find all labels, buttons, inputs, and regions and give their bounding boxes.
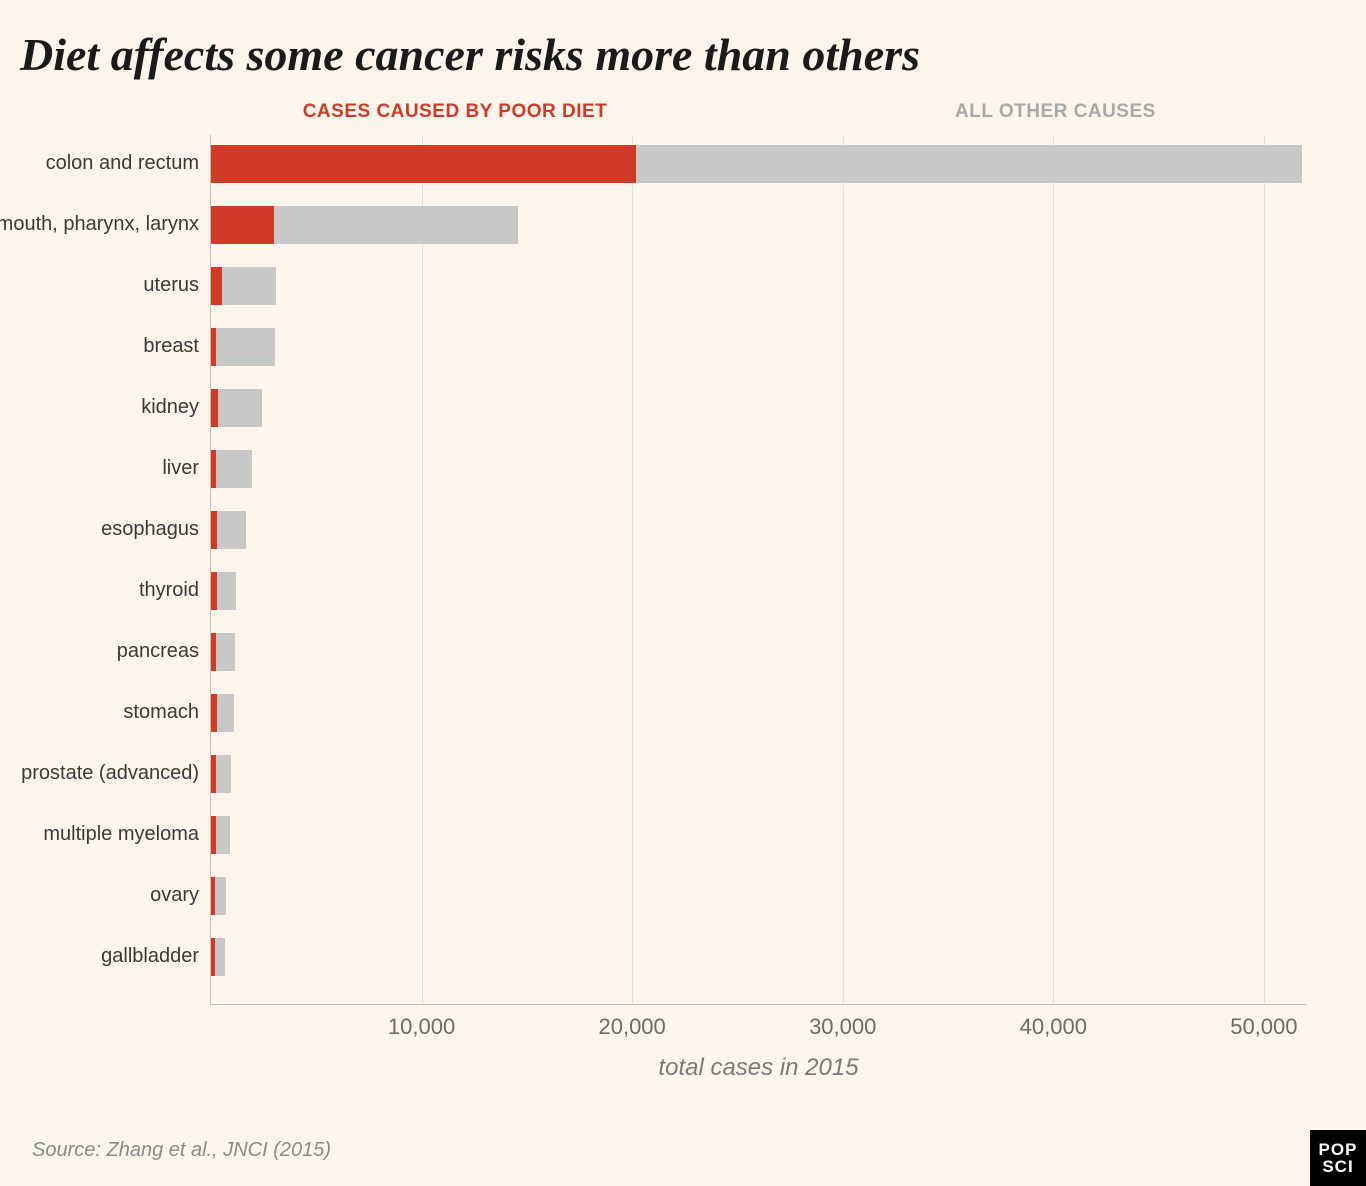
bar-segment-diet <box>211 206 274 244</box>
bar-segment-other <box>216 450 252 488</box>
category-label: multiple myeloma <box>43 823 211 846</box>
bar-segment-other <box>216 816 230 854</box>
bar-segment-other <box>636 145 1301 183</box>
category-label: ovary <box>150 884 211 907</box>
bar-segment-other <box>274 206 518 244</box>
category-label: liver <box>162 457 211 480</box>
bar-segment-diet <box>211 389 218 427</box>
legend: CASES CAUSED BY POOR DIET ALL OTHER CAUS… <box>210 101 1346 123</box>
bar-segment-diet <box>211 267 222 305</box>
x-tick-label: 30,000 <box>809 1004 876 1040</box>
bar-row: kidney <box>211 389 1306 427</box>
bar-row: uterus <box>211 267 1306 305</box>
x-axis-label: total cases in 2015 <box>658 1054 858 1082</box>
category-label: thyroid <box>139 579 211 602</box>
category-label: uterus <box>143 274 211 297</box>
bar-segment-other <box>215 877 226 915</box>
bar-segment-diet <box>211 145 636 183</box>
bar-segment-other <box>215 938 224 976</box>
bar-row: gallbladder <box>211 938 1306 976</box>
gridline <box>1264 135 1265 1004</box>
source-attribution: Source: Zhang et al., JNCI (2015) <box>32 1139 331 1162</box>
bar-segment-other <box>217 572 236 610</box>
bar-segment-other <box>217 511 245 549</box>
bar-row: colon and rectum <box>211 145 1306 183</box>
popsci-logo: POP SCI <box>1310 1130 1366 1186</box>
legend-diet: CASES CAUSED BY POOR DIET <box>265 101 645 123</box>
gridline <box>632 135 633 1004</box>
category-label: pancreas <box>117 640 211 663</box>
gridline <box>843 135 844 1004</box>
gridline <box>1053 135 1054 1004</box>
bar-segment-other <box>222 267 277 305</box>
logo-line2: SCI <box>1322 1158 1353 1175</box>
bar-row: stomach <box>211 694 1306 732</box>
plot-area: total cases in 2015 10,00020,00030,00040… <box>210 135 1306 1005</box>
bar-row: mouth, pharynx, larynx <box>211 206 1306 244</box>
x-tick-label: 10,000 <box>388 1004 455 1040</box>
category-label: colon and rectum <box>46 152 211 175</box>
bar-segment-other <box>216 633 235 671</box>
chart: total cases in 2015 10,00020,00030,00040… <box>210 135 1306 1055</box>
logo-line1: POP <box>1319 1141 1358 1158</box>
bar-segment-other <box>217 694 234 732</box>
category-label: prostate (advanced) <box>21 762 211 785</box>
bar-row: multiple myeloma <box>211 816 1306 854</box>
bar-segment-other <box>216 328 275 366</box>
gridline <box>422 135 423 1004</box>
bar-row: ovary <box>211 877 1306 915</box>
category-label: mouth, pharynx, larynx <box>0 213 211 236</box>
category-label: kidney <box>141 396 211 419</box>
x-tick-label: 20,000 <box>598 1004 665 1040</box>
category-label: breast <box>143 335 211 358</box>
category-label: gallbladder <box>101 945 211 968</box>
category-label: stomach <box>123 701 211 724</box>
x-tick-label: 40,000 <box>1020 1004 1087 1040</box>
category-label: esophagus <box>101 518 211 541</box>
bar-segment-other <box>216 755 231 793</box>
x-tick-label: 50,000 <box>1230 1004 1297 1040</box>
bar-row: liver <box>211 450 1306 488</box>
bar-row: prostate (advanced) <box>211 755 1306 793</box>
chart-container: Diet affects some cancer risks more than… <box>0 0 1366 1186</box>
bar-row: thyroid <box>211 572 1306 610</box>
bar-row: breast <box>211 328 1306 366</box>
chart-title: Diet affects some cancer risks more than… <box>20 30 1346 81</box>
bar-segment-other <box>218 389 261 427</box>
bar-row: esophagus <box>211 511 1306 549</box>
legend-other: ALL OTHER CAUSES <box>955 101 1156 123</box>
bar-row: pancreas <box>211 633 1306 671</box>
